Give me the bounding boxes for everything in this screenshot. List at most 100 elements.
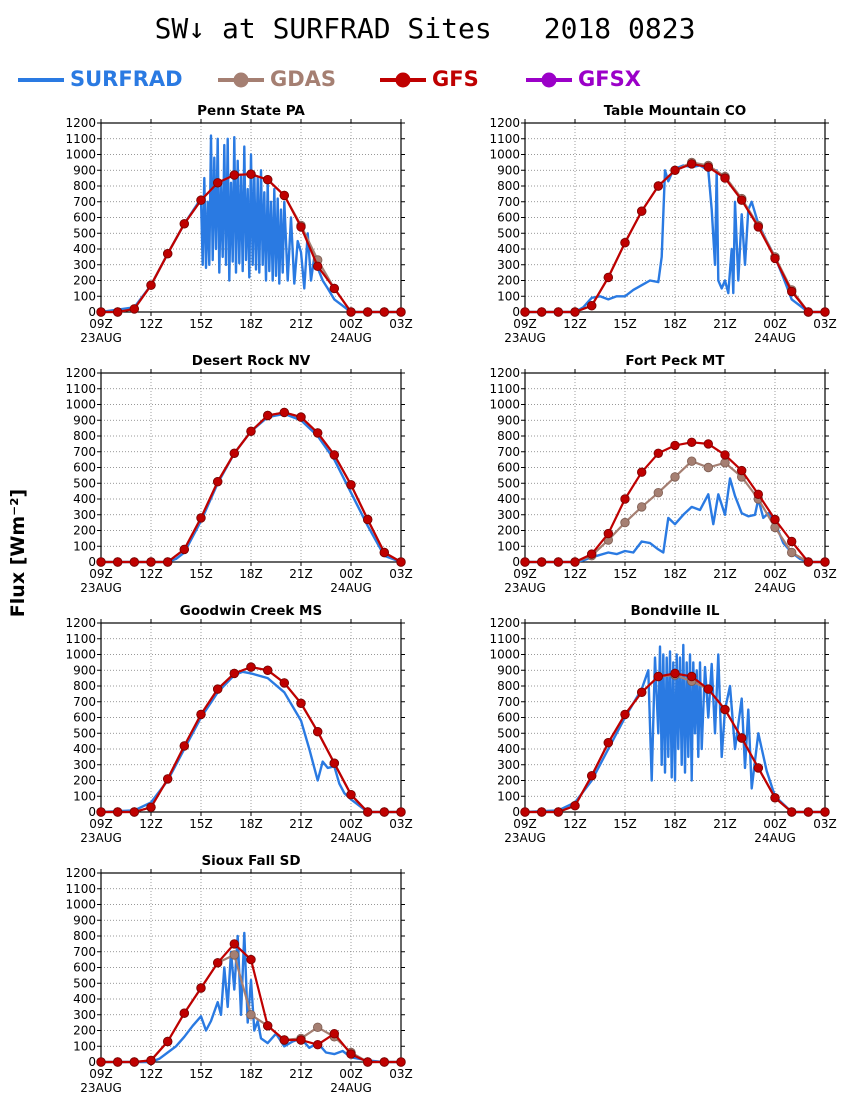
data-point-gfs [329,1028,340,1039]
data-point-gfs [703,439,714,449]
legend-swatch-gfsx [526,72,572,88]
y-tick-label: 1000 [65,398,96,412]
data-point-gfs [212,178,223,188]
x-tick-label: 18Z [663,317,687,331]
y-tick-label: 100 [497,789,520,803]
data-point-gfs [520,807,530,817]
legend-label-surfrad: SURFRAD [70,67,183,91]
x-date-label: 23AUG [80,581,122,595]
data-point-gfs [753,489,764,500]
y-tick-label: 700 [73,445,96,459]
data-point-gfs [212,477,223,487]
data-point-gfs [346,790,356,800]
data-point-gdas [620,517,630,528]
data-point-gfs [313,428,323,438]
series-line-surfrad [525,477,825,564]
data-point-gfs [787,286,797,297]
legend-label-gfsx: GFSX [578,67,641,91]
x-tick-label: 12Z [563,817,587,831]
data-point-gfs [129,304,140,314]
x-tick-label: 00Z [763,317,787,331]
x-date-label: 24AUG [754,831,796,845]
x-date-label: 24AUG [330,1081,372,1095]
data-point-gfs [653,181,664,191]
y-tick-label: 400 [73,992,96,1006]
x-tick-label: 21Z [713,567,737,581]
x-tick-label: 12Z [563,317,587,331]
y-tick-label: 1200 [489,366,520,380]
y-tick-label: 0 [512,555,520,569]
data-point-gfs [346,307,356,317]
x-tick-label: 12Z [139,567,163,581]
y-tick-label: 0 [512,305,520,319]
data-point-gfs [753,763,764,773]
data-point-gfs [520,557,530,567]
data-point-gfs [396,807,406,817]
data-point-gfs [670,440,680,451]
y-tick-label: 1200 [489,116,520,130]
y-tick-label: 600 [73,211,96,225]
y-tick-label: 1100 [65,632,96,646]
data-point-gfs [112,807,123,817]
chart-panel-goodwin-creek-ms: Goodwin Creek MS010020030040050060070080… [65,603,412,845]
chart-panel-sioux-fall-sd: Sioux Fall SD010020030040050060070080090… [65,853,412,1095]
data-point-gfs [803,557,814,567]
series-line-gfs [101,665,401,814]
x-tick-label: 21Z [713,817,737,831]
data-point-gdas [229,950,240,960]
data-point-gfs [587,771,597,781]
data-point-gfs [96,1057,106,1067]
data-point-gfs [653,671,664,682]
x-tick-label: 21Z [713,317,737,331]
x-tick-label: 21Z [289,567,313,581]
data-point-gfs [263,410,273,421]
data-point-gfs [112,1057,123,1067]
data-point-gfs [279,190,290,201]
y-tick-label: 500 [73,226,96,240]
y-tick-label: 500 [497,226,520,240]
data-point-gfs [637,206,647,216]
y-tick-label: 600 [73,461,96,475]
x-tick-label: 03Z [389,317,413,331]
y-tick-label: 1200 [65,616,96,630]
x-tick-label: 00Z [763,567,787,581]
data-point-gfs [162,557,173,567]
data-point-gfs [820,307,830,317]
y-tick-label: 1000 [489,148,520,162]
x-tick-label: 09Z [513,317,537,331]
y-tick-label: 200 [497,524,520,538]
data-point-gfs [537,557,547,567]
y-tick-label: 800 [497,179,520,193]
data-point-gfs [737,733,747,743]
data-point-gfs [179,1008,190,1018]
y-tick-label: 300 [497,258,520,272]
data-point-gfs [396,1057,406,1067]
x-tick-label: 03Z [389,1067,413,1081]
data-point-gfs [703,162,714,172]
data-point-gfs [212,958,223,968]
data-point-gfs [179,741,190,751]
y-tick-label: 800 [497,679,520,693]
y-tick-label: 100 [73,289,96,303]
data-point-gfs [737,195,747,205]
x-tick-label: 15Z [613,817,637,831]
data-point-gfs [279,407,290,418]
y-tick-label: 800 [497,429,520,443]
x-tick-label: 00Z [763,817,787,831]
data-point-gfs [263,1021,273,1031]
x-tick-label: 03Z [389,817,413,831]
y-tick-label: 200 [497,774,520,788]
y-tick-label: 900 [497,413,520,427]
y-tick-label: 100 [73,539,96,553]
data-point-gfs [653,448,664,459]
y-tick-label: 1100 [65,382,96,396]
y-tick-label: 300 [497,758,520,772]
data-point-gfs [603,738,614,748]
y-tick-label: 900 [73,913,96,927]
legend-swatch-gdas [218,72,264,88]
y-tick-label: 0 [512,805,520,819]
y-tick-label: 500 [73,976,96,990]
data-point-gfs [737,465,747,476]
data-point-gfs [263,174,273,185]
data-point-gfs [129,1057,140,1067]
